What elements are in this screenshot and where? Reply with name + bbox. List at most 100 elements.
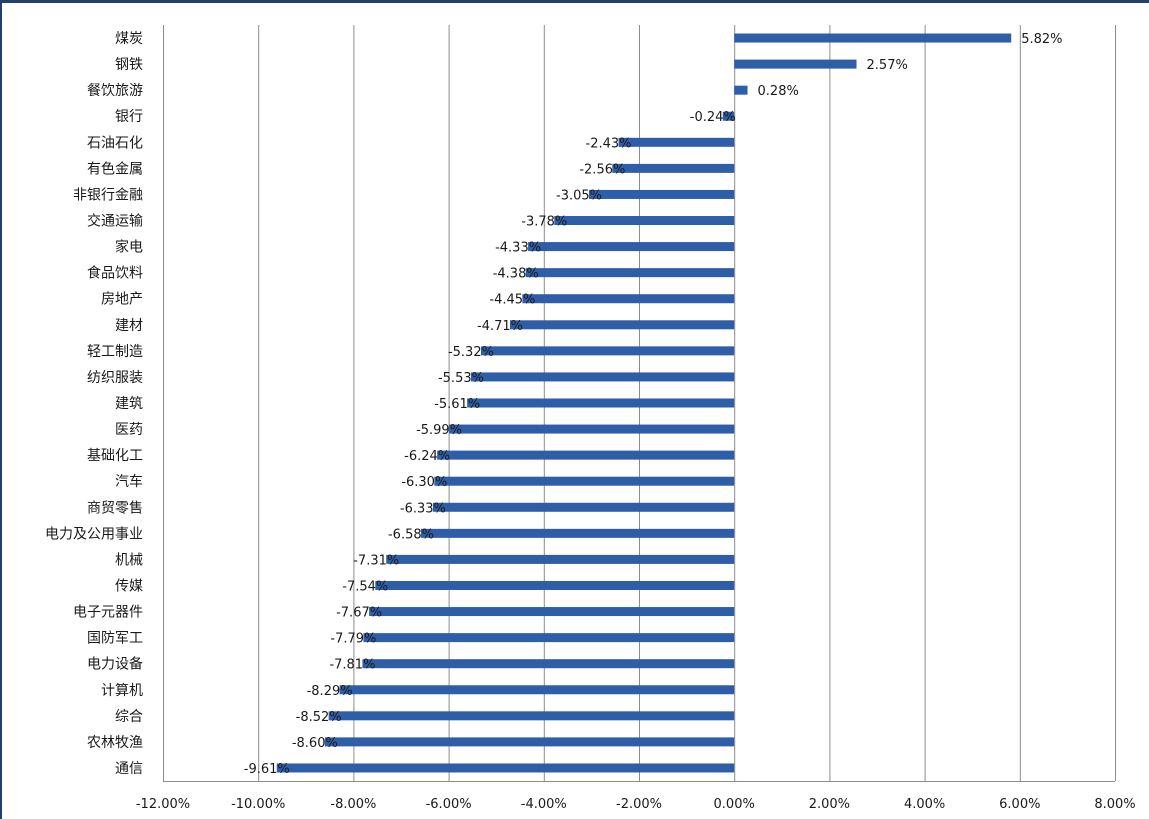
data-label: -5.99% [416, 423, 462, 438]
category-label: 煤炭 [115, 31, 143, 47]
data-label: -8.60% [292, 736, 338, 751]
category-label: 商贸零售 [87, 500, 143, 516]
data-label: -2.56% [579, 162, 625, 177]
category-label: 电子元器件 [73, 605, 143, 621]
data-label: -7.81% [329, 658, 375, 673]
bars [276, 33, 1012, 773]
bar [434, 476, 735, 486]
bar [554, 216, 735, 226]
bar [276, 763, 735, 773]
data-label: -5.61% [434, 397, 480, 412]
data-label: 0.28% [758, 84, 799, 99]
x-tick-labels: -12.00% -10.00% -8.00% -6.00% -4.00% -2.00% 0.… [136, 797, 1136, 812]
data-labels: 5.82% 2.57% 0.28% -0.24% -2.43% -2.56% -3.05% -… [244, 32, 1063, 777]
data-label: -7.54% [342, 579, 388, 594]
category-label: 建材 [115, 318, 143, 334]
data-label: -3.78% [521, 215, 567, 230]
bar [362, 659, 735, 669]
category-label: 餐饮旅游 [87, 83, 143, 99]
x-tick-label: -6.00% [426, 797, 472, 812]
bar [528, 242, 735, 252]
category-label: 钢铁 [115, 57, 143, 73]
x-tick-label: 6.00% [999, 797, 1040, 812]
x-tick-label: -10.00% [231, 797, 285, 812]
data-label: -7.79% [330, 632, 376, 647]
data-label: -4.33% [495, 241, 541, 256]
category-label: 房地产 [101, 292, 143, 308]
category-label: 计算机 [101, 683, 143, 699]
bar [363, 633, 735, 643]
data-label: -6.24% [404, 449, 450, 464]
data-label: -8.52% [296, 710, 342, 725]
bar [432, 502, 735, 512]
bar [467, 398, 735, 408]
bar [470, 372, 735, 382]
bar [510, 320, 735, 330]
category-label: 医药 [115, 422, 143, 438]
category-label: 农林牧渔 [87, 735, 143, 751]
data-label: -0.24% [690, 110, 736, 125]
category-label: 综合 [115, 709, 143, 725]
category-label: 非银行金融 [73, 187, 143, 203]
bar [375, 580, 735, 590]
bar [612, 163, 735, 173]
bar [734, 33, 1012, 43]
bar [386, 554, 735, 564]
bar [420, 528, 735, 538]
bar [369, 607, 735, 617]
data-label: -7.67% [336, 606, 382, 621]
bar [449, 424, 735, 434]
top-border [0, 0, 1149, 3]
data-label: -7.31% [353, 553, 399, 568]
data-label: 5.82% [1021, 32, 1062, 47]
data-label: -6.33% [400, 501, 446, 516]
data-label: -5.32% [448, 345, 494, 360]
category-label: 石油石化 [87, 135, 143, 151]
data-label: -2.43% [586, 136, 632, 151]
bar [437, 450, 735, 460]
category-label: 食品饮料 [87, 265, 143, 282]
category-labels: 煤炭钢铁餐饮旅游银行石油石化有色金属非银行金融交通运输家电食品饮料房地产建材轻工… [45, 31, 143, 777]
data-label: -6.30% [401, 475, 447, 490]
bar [480, 346, 735, 356]
data-label: 2.57% [867, 58, 908, 73]
category-label: 汽车 [115, 473, 143, 490]
x-tick-label: -8.00% [330, 797, 376, 812]
category-label: 通信 [115, 761, 143, 777]
category-label: 基础化工 [87, 447, 143, 464]
category-label: 轻工制造 [87, 344, 143, 360]
bar [722, 111, 735, 121]
data-label: -3.05% [556, 188, 602, 203]
x-tick-label: -2.00% [616, 797, 662, 812]
x-tick-label: 8.00% [1094, 797, 1135, 812]
category-label: 家电 [115, 239, 143, 256]
category-label: 有色金属 [87, 160, 143, 177]
data-label: -4.38% [493, 267, 539, 282]
data-label: -5.53% [438, 371, 484, 386]
bar [522, 294, 735, 304]
bar [734, 85, 748, 95]
x-tick-label: 4.00% [904, 797, 945, 812]
bar [734, 59, 857, 69]
bar [525, 268, 735, 278]
category-label: 建筑 [115, 396, 143, 412]
category-label: 电力设备 [87, 656, 143, 673]
x-tick-label: -4.00% [521, 797, 567, 812]
category-label: 纺织服装 [87, 370, 143, 386]
bar [328, 711, 735, 721]
category-label: 电力及公用事业 [45, 526, 143, 542]
x-tick-label: 0.00% [714, 797, 755, 812]
x-tick-label: 2.00% [809, 797, 850, 812]
data-label: -9.61% [244, 762, 290, 777]
category-label: 交通运输 [87, 213, 143, 230]
category-label: 国防军工 [87, 631, 143, 647]
bar [618, 137, 735, 147]
left-border [0, 0, 2, 819]
category-label: 银行 [115, 109, 143, 125]
category-label: 传媒 [115, 578, 143, 594]
x-tick-label: -12.00% [136, 797, 190, 812]
data-label: -8.29% [307, 684, 353, 699]
category-label: 机械 [115, 552, 143, 568]
